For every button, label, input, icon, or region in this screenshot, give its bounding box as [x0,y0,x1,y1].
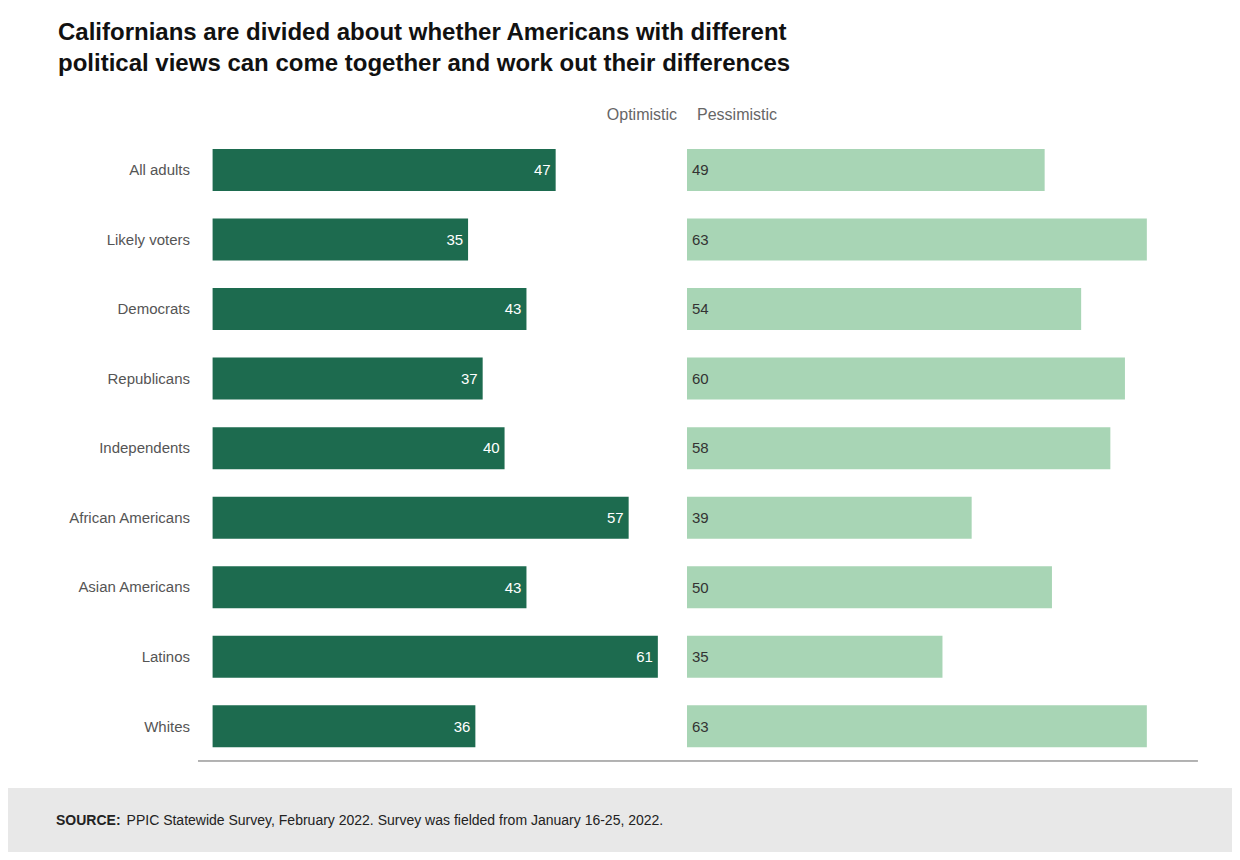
svg-text:43: 43 [505,579,522,596]
svg-text:63: 63 [692,718,709,735]
svg-text:49: 49 [692,161,709,178]
svg-text:35: 35 [692,648,709,665]
svg-text:50: 50 [692,579,709,596]
svg-text:60: 60 [692,370,709,387]
svg-text:39: 39 [692,509,709,526]
svg-text:57: 57 [607,509,624,526]
svg-text:Asian Americans: Asian Americans [78,578,190,595]
svg-text:Republicans: Republicans [108,370,190,387]
svg-text:Likely voters: Likely voters [107,231,190,248]
svg-text:Whites: Whites [144,718,190,735]
svg-text:61: 61 [636,648,653,665]
svg-text:36: 36 [454,718,471,735]
svg-text:47: 47 [534,161,551,178]
svg-text:63: 63 [692,231,709,248]
html-text:Californians are divided about: Californians are divided about whether A… [58,18,791,77]
svg-text:Democrats: Democrats [118,300,190,317]
svg-text:37: 37 [461,370,478,387]
svg-text:43: 43 [505,300,522,317]
svg-text:54: 54 [692,300,709,317]
html-text:Optimistic: Optimistic [606,106,677,123]
svg-text:African Americans: African Americans [69,509,190,526]
svg-text:40: 40 [483,439,500,456]
html-text:SOURCE: PPIC Statewide Survey,: SOURCE: PPIC Statewide Survey, February … [56,812,664,828]
svg-text:Independents: Independents [99,439,190,456]
html-text:Pessimistic: Pessimistic [697,106,778,123]
svg-text:35: 35 [446,231,463,248]
svg-text:Latinos: Latinos [142,648,190,665]
svg-text:All adults: All adults [129,161,190,178]
svg-text:58: 58 [692,439,709,456]
